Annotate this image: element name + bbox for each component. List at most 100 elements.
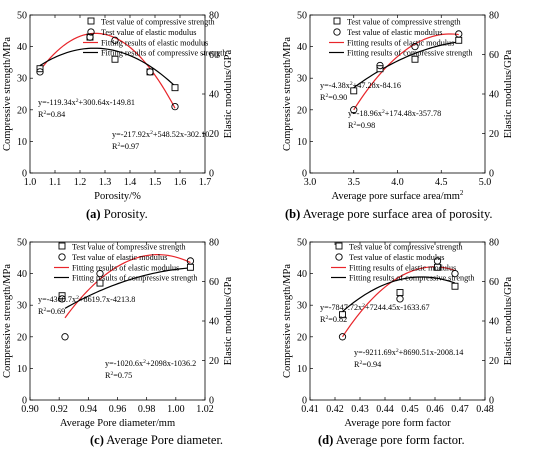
- fit-line-compressive-strength: [64, 267, 191, 309]
- point-compressive-strength: [96, 279, 104, 287]
- x-axis-title: Porosity/%: [94, 191, 141, 202]
- point-elastic-modulus: [455, 30, 463, 38]
- y-axis-title-left: Compressive strength/MPa: [2, 264, 13, 378]
- fit-line-compressive-strength: [39, 47, 176, 87]
- y-tick-label-right: 0: [489, 396, 494, 407]
- legend-label: Fitting results of elastic modulus: [349, 264, 456, 273]
- legend-label: Fitting results of elastic modulus: [72, 264, 179, 273]
- point-elastic-modulus: [171, 102, 179, 111]
- x-tick-label: 1.0: [24, 177, 37, 188]
- chart-c: 0.90 0.92 0.94 0.96 0.98 1.00 1.02010203040500…: [2, 238, 234, 430]
- fit-equation-annotation: y=-4360.7x2+8619.7x-4213.8: [38, 295, 135, 304]
- fit-equation-annotation: y=-4.38x2+47.28x-84.16: [320, 81, 401, 90]
- legend-square-icon: [333, 17, 341, 25]
- y-tick-label-left: 20: [17, 105, 27, 116]
- y-tick-label-left: 20: [17, 332, 27, 343]
- x-tick-label: 0.92: [50, 404, 68, 415]
- y-tick-label-left: 30: [297, 74, 307, 85]
- y-axis-title-left: Compressive strength/MPa: [2, 37, 13, 151]
- y-tick-label-right: 80: [209, 238, 219, 249]
- y-tick-label-right: 0: [489, 169, 494, 180]
- x-tick-label: 0.46: [426, 404, 444, 415]
- x-axis-title: Average pore form factor: [344, 418, 451, 429]
- legend-square-icon: [87, 17, 95, 25]
- y-tick-label-right: 60: [489, 277, 499, 288]
- point-elastic-modulus: [36, 68, 44, 76]
- x-tick-label: 4.0: [391, 177, 404, 188]
- x-axis-title: Average Pore diameter/mm: [60, 418, 175, 429]
- x-tick-label: 1.4: [124, 177, 137, 188]
- caption-c: (c) Average Pore diameter.: [90, 433, 224, 447]
- y-tick-label-left: 40: [17, 269, 27, 280]
- y-tick-label-left: 40: [297, 269, 307, 280]
- legend-label: Fitting results of compressive strength: [349, 274, 475, 283]
- x-tick-label: 0.45: [401, 404, 419, 415]
- fit-equation-annotation: R2=0.94: [354, 360, 381, 369]
- fit-equation-annotation: R2=0.97: [112, 142, 139, 151]
- y-tick-label-right: 80: [209, 11, 219, 22]
- y-tick-label-right: 20: [489, 129, 499, 140]
- point-elastic-modulus: [451, 269, 459, 278]
- point-elastic-modulus: [111, 36, 119, 44]
- legend-label: Test value of elastic modulus: [72, 253, 167, 262]
- x-axis-title: Average pore surface area/mm2: [332, 189, 464, 202]
- y-tick-label-left: 50: [17, 11, 27, 22]
- x-tick-label: 0.43: [351, 404, 369, 415]
- y-tick-label-right: 40: [209, 317, 219, 328]
- y-tick-label-right: 20: [209, 356, 219, 367]
- point-elastic-modulus: [61, 333, 69, 341]
- fit-line-compressive-strength: [342, 276, 456, 312]
- x-tick-label: 1.7: [199, 177, 212, 188]
- point-elastic-modulus: [411, 42, 419, 51]
- y-tick-label-left: 30: [297, 301, 307, 312]
- point-compressive-strength: [396, 289, 404, 297]
- legend-label: Fitting results of compressive strength: [72, 274, 198, 283]
- point-elastic-modulus: [96, 269, 104, 278]
- y-tick-label-left: 0: [22, 169, 27, 180]
- y-tick-label-right: 60: [489, 50, 499, 61]
- point-compressive-strength: [451, 282, 459, 290]
- fit-equation-annotation: R2=0.82: [320, 315, 347, 324]
- x-tick-label: 0.44: [376, 404, 394, 415]
- point-compressive-strength: [111, 55, 119, 63]
- legend-label: Fitting results of compressive strength: [101, 49, 227, 58]
- x-tick-label: 0.41: [301, 404, 319, 415]
- legend-square-icon: [58, 242, 66, 250]
- legend-circle-icon: [87, 28, 95, 36]
- y-tick-label-left: 10: [17, 364, 27, 375]
- x-tick-label: 0.48: [476, 404, 494, 415]
- x-tick-label: 4.5: [435, 177, 448, 188]
- legend-label: Fitting results of elastic modulus: [347, 39, 454, 48]
- fit-equation-annotation: y=-9211.69x2+8690.51x-2008.14: [354, 348, 463, 357]
- fit-equation-annotation: R2=0.69: [38, 307, 65, 316]
- legend-label: Test value of elastic modulus: [349, 253, 444, 262]
- x-tick-label: 0.90: [21, 404, 39, 415]
- fit-equation-annotation: R2=0.90: [320, 93, 347, 102]
- y-tick-label-left: 10: [297, 364, 307, 375]
- y-tick-label-right: 0: [209, 396, 214, 407]
- caption-b: (b) Average pore surface area of porosit…: [285, 207, 493, 221]
- fit-line-compressive-strength: [353, 41, 459, 89]
- x-tick-label: 3.0: [304, 177, 317, 188]
- chart-d: 0.41 0.42 0.43 0.44 0.45 0.46 0.47 0.4801020304…: [282, 238, 514, 430]
- legend-label: Fitting results of compressive strength: [347, 49, 473, 58]
- y-tick-label-left: 0: [302, 169, 307, 180]
- y-tick-label-left: 30: [17, 74, 27, 85]
- point-compressive-strength: [171, 84, 179, 92]
- fit-line-elastic-modulus: [64, 254, 191, 319]
- chart-a: 1.0 1.1 1.2 1.3 1.4 1.5 1.6 1.70102030405002040…: [2, 11, 234, 203]
- fit-equation-annotation: y=-1020.6x2+2098x-1036.2: [105, 359, 196, 368]
- fit-equation-annotation: y=-7847.72x2+7244.45x-1633.67: [320, 303, 430, 312]
- legend-label: Test value of compressive strength: [72, 243, 186, 252]
- point-elastic-modulus: [433, 257, 442, 265]
- caption-d: (d) Average pore form factor.: [318, 433, 465, 447]
- x-tick-label: 1.1: [49, 177, 62, 188]
- legend-label: Test value of compressive strength: [349, 243, 463, 252]
- point-elastic-modulus: [396, 295, 404, 303]
- x-tick-label: 1.5: [149, 177, 162, 188]
- y-axis-title-right: Elastic modulus/GPa: [503, 276, 514, 365]
